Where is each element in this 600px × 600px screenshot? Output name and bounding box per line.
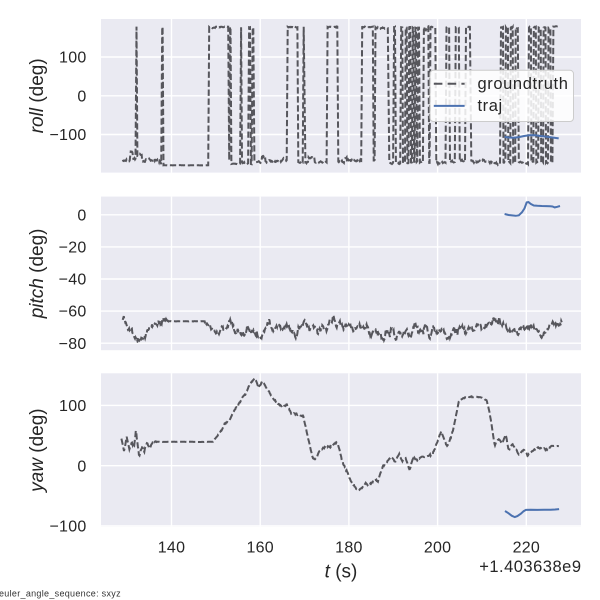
svg-text:−100: −100 <box>49 519 86 536</box>
svg-text:140: 140 <box>158 540 185 557</box>
svg-text:yaw (deg): yaw (deg) <box>27 408 48 493</box>
svg-text:roll (deg): roll (deg) <box>27 58 48 133</box>
svg-text:traj: traj <box>478 97 503 115</box>
svg-text:180: 180 <box>335 540 362 557</box>
svg-text:100: 100 <box>59 50 86 67</box>
svg-text:−20: −20 <box>59 240 87 257</box>
svg-text:groundtruth: groundtruth <box>478 75 569 93</box>
svg-text:−60: −60 <box>59 304 87 321</box>
svg-text:−100: −100 <box>49 127 86 144</box>
svg-text:t (s): t (s) <box>325 562 358 583</box>
svg-text:pitch (deg): pitch (deg) <box>27 229 48 320</box>
svg-text:−80: −80 <box>59 336 87 353</box>
svg-text:+1.403638e9: +1.403638e9 <box>479 558 581 576</box>
svg-text:0: 0 <box>77 458 86 475</box>
svg-text:200: 200 <box>424 540 451 557</box>
svg-text:0: 0 <box>77 207 86 224</box>
svg-text:euler_angle_sequence: sxyz: euler_angle_sequence: sxyz <box>0 589 121 599</box>
svg-text:−40: −40 <box>59 272 87 289</box>
svg-text:100: 100 <box>59 398 86 415</box>
svg-text:160: 160 <box>246 540 273 557</box>
svg-text:220: 220 <box>513 540 540 557</box>
svg-text:0: 0 <box>77 88 86 105</box>
